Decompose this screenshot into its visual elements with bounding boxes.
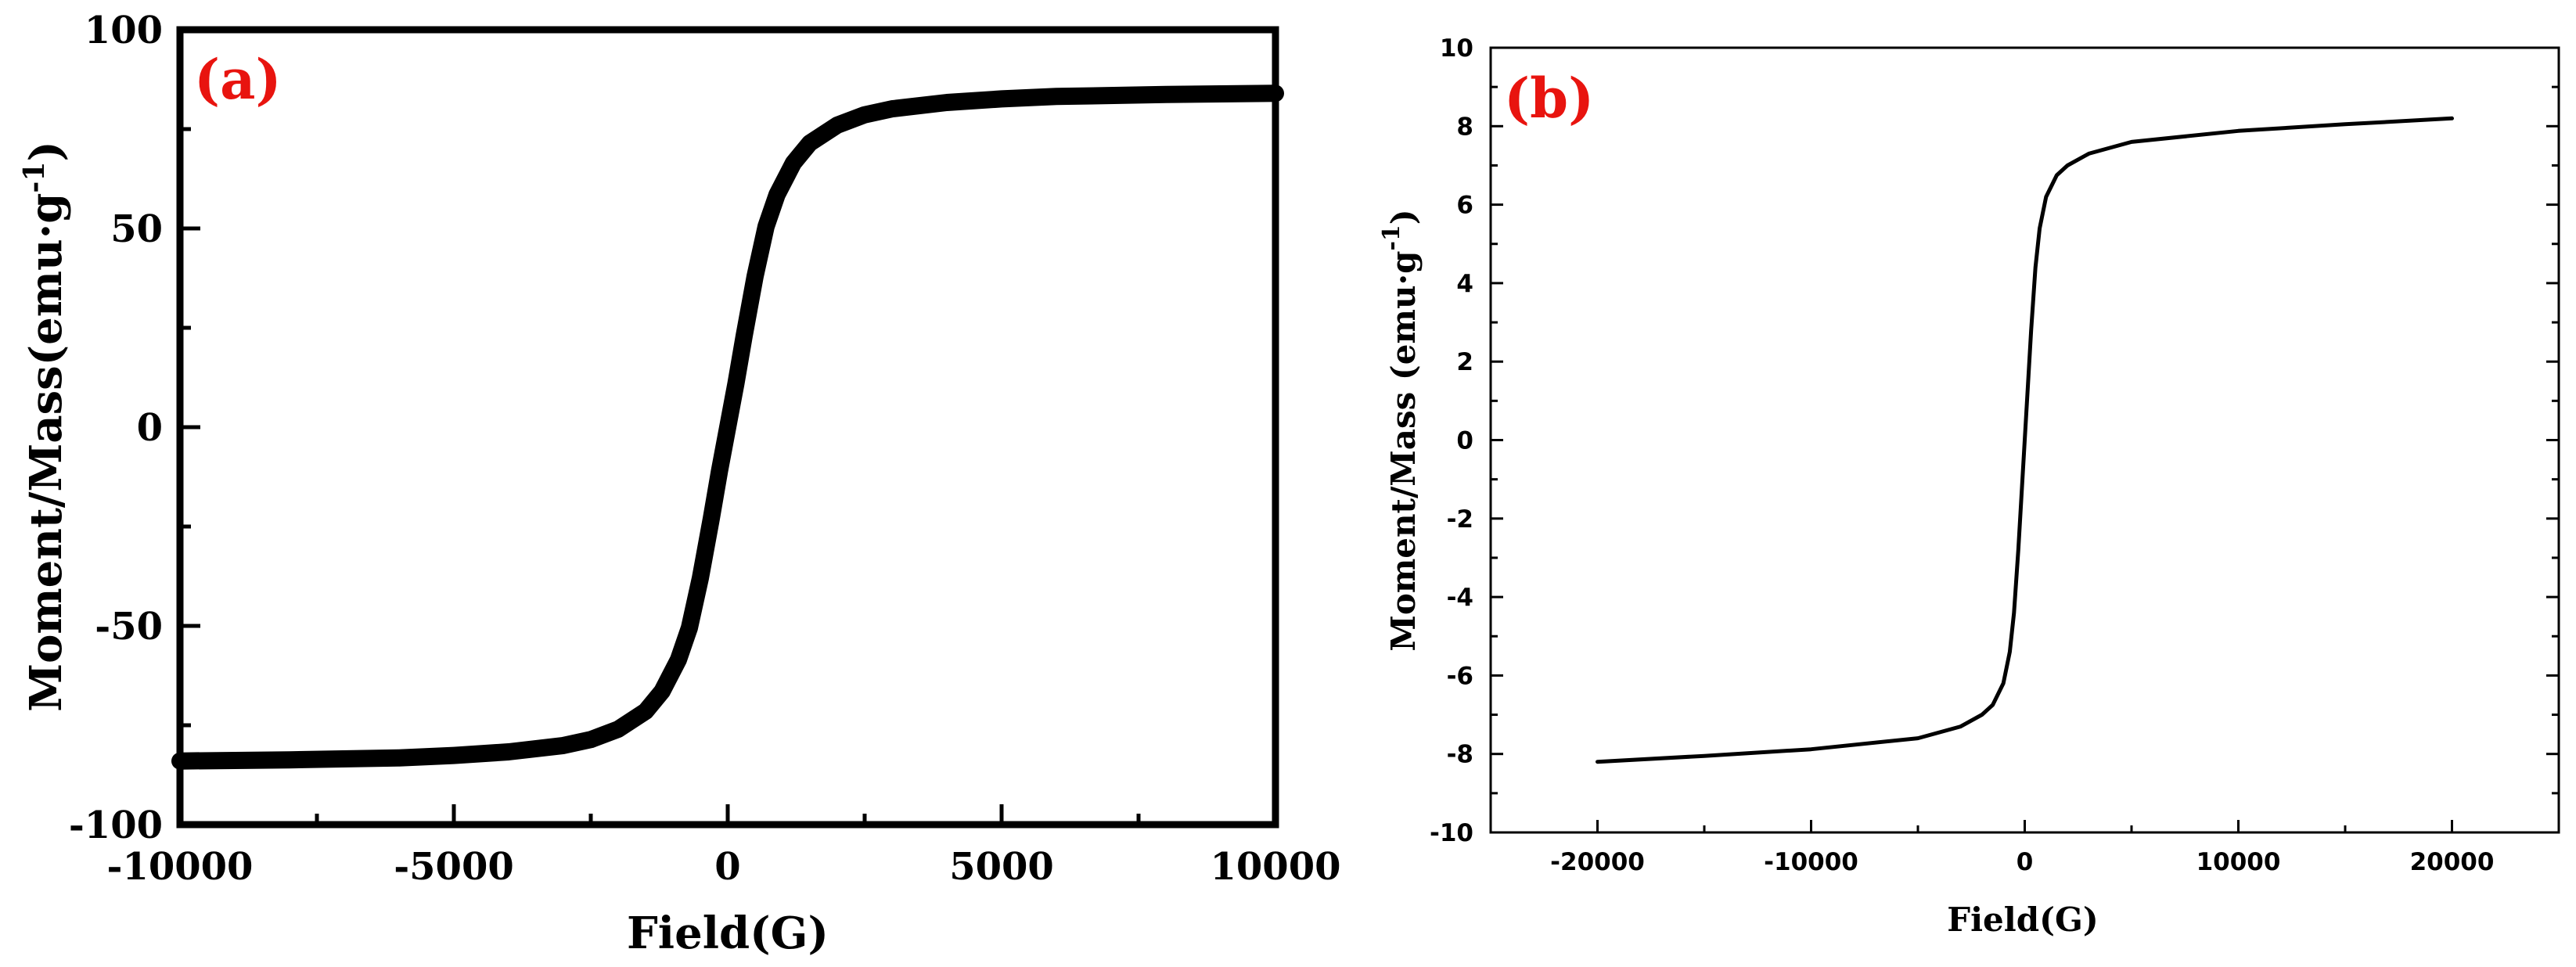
panel-label-b: (b): [1504, 66, 1594, 131]
tick-marks-a: [178, 27, 1278, 827]
y-tick-label: 10: [1440, 34, 1473, 63]
y-tick-label: -4: [1447, 584, 1473, 612]
y-axis-title-a-main: Moment/Mass(emu·g: [20, 193, 72, 712]
tick-marks-b: [1489, 46, 2560, 834]
x-tick-label: 0: [2017, 848, 2034, 876]
y-axis-title-a: Moment/Mass(emu·g-1): [18, 141, 72, 712]
x-tick-label: -5000: [394, 845, 514, 889]
y-tick-labels-a: -100 -50 0 50 100: [69, 9, 163, 847]
y-tick-label: -10: [1430, 819, 1473, 847]
x-tick-label: -20000: [1550, 848, 1645, 876]
y-tick-label: 2: [1456, 348, 1473, 376]
x-tick-labels-b: -20000 -10000 0 10000 20000: [1550, 848, 2494, 876]
y-axis-title-a-sup: -1: [18, 162, 51, 193]
x-tick-label: -10000: [107, 845, 254, 889]
x-tick-label: 5000: [949, 845, 1054, 889]
y-tick-label: 8: [1456, 113, 1473, 141]
data-series-a: [171, 84, 1284, 770]
y-tick-label: -50: [95, 605, 163, 649]
x-tick-label: -10000: [1764, 848, 1858, 876]
y-axis-title-b-close: ): [1384, 209, 1423, 225]
y-tick-label: -100: [69, 803, 163, 847]
y-tick-label: 4: [1456, 270, 1473, 298]
y-tick-label: 6: [1456, 192, 1473, 220]
y-tick-label: 100: [85, 9, 163, 52]
y-tick-label: -2: [1447, 505, 1473, 534]
x-axis-title-b: Field(G): [1947, 900, 2098, 939]
chart-panel-b: -20000 -10000 0 10000 20000 -10 -8 -6 -4 -2 0 2 4 6 8…: [1378, 34, 2560, 939]
y-tick-label: -8: [1447, 741, 1473, 769]
y-tick-label: 0: [137, 406, 163, 450]
y-axis-title-b: Moment/Mass (emu·g-1): [1378, 209, 1423, 651]
series-line: [171, 84, 1284, 770]
x-tick-label: 10000: [1211, 845, 1341, 889]
y-tick-label: 0: [1456, 427, 1473, 455]
x-tick-labels-a: -10000 -5000 0 5000 10000: [107, 845, 1341, 889]
y-axis-title-b-sup: -1: [1378, 225, 1405, 250]
x-axis-title-a: Field(G): [627, 908, 829, 959]
y-tick-label: 50: [110, 207, 163, 251]
series-line: [1596, 116, 2454, 764]
y-axis-title-a-close: ): [20, 141, 72, 162]
x-tick-label: 10000: [2196, 848, 2281, 876]
x-tick-label: 0: [714, 845, 740, 889]
y-axis-title-b-main: Moment/Mass (emu·g: [1384, 251, 1423, 652]
data-series-b: [1596, 116, 2454, 764]
y-tick-labels-b: -10 -8 -6 -4 -2 0 2 4 6 8 10: [1430, 34, 1473, 847]
x-tick-label: 20000: [2410, 848, 2495, 876]
y-tick-label: -6: [1447, 662, 1473, 690]
panel-label-a: (a): [194, 47, 282, 112]
